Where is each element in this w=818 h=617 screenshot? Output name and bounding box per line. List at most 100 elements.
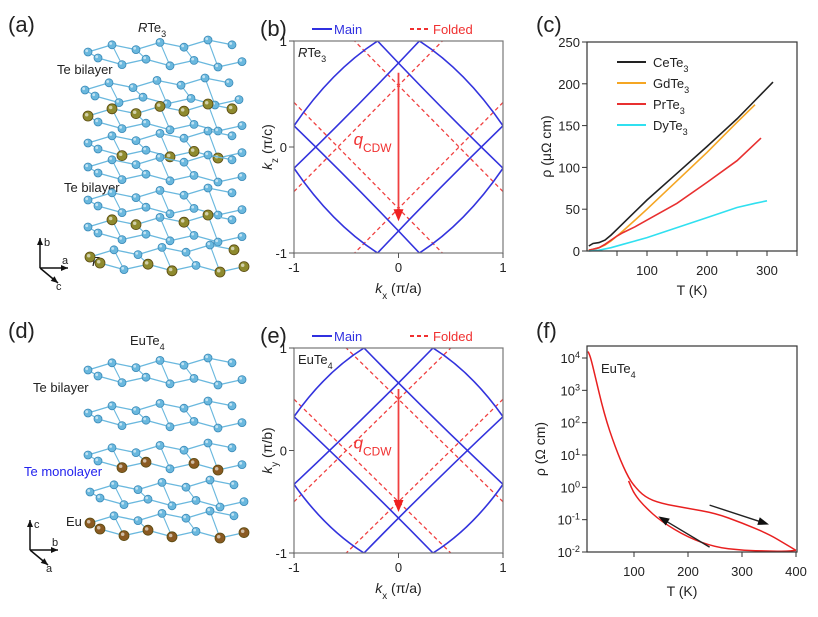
atom-highlight [229,217,233,220]
te-atom [107,358,117,368]
r-te-layer [82,98,247,136]
atom-highlight [231,482,235,485]
atom-highlight [135,517,139,521]
atom-highlight [239,376,243,380]
atom-highlight [109,445,113,448]
atom-highlight [193,497,197,501]
atom-highlight [191,172,195,176]
te-atom [165,379,175,389]
te-atom [157,477,167,487]
atom-highlight [95,230,99,234]
atom-highlight [86,253,91,258]
y-axis-label: kz (π/c) [259,124,281,170]
te-atom [203,353,213,363]
metal-atom [202,209,214,221]
te-atom [157,242,167,252]
te-atom [234,95,244,104]
atom-highlight [96,525,101,530]
metal-atom [202,98,214,110]
te-atom [85,487,95,497]
main-fermi-arc [294,483,365,553]
atom-highlight [167,381,171,384]
atom-highlight [95,416,99,420]
atom-highlight [157,130,161,134]
y-tick-label: 100 [558,160,580,175]
atom-highlight [204,100,209,105]
right-arrow-icon [51,547,58,553]
atom-highlight [85,410,89,414]
atom-highlight [106,80,110,83]
inset-title: RTe3 [298,45,326,64]
te-atom [155,398,165,408]
te-atom [165,236,175,246]
te-atom [131,363,141,373]
y-tick-label: -1 [275,246,287,261]
te-atom [237,172,247,182]
atom-highlight [157,214,161,218]
te-atom [155,152,165,162]
te-atom [200,73,210,83]
atom-highlight [239,206,243,210]
main-fermi-arc [418,41,503,127]
te-atom [237,232,247,242]
te-atom [191,495,201,505]
te-atom [176,80,186,90]
panel-label-b: (b) [260,16,287,41]
up-arrow-icon [37,238,43,245]
y-tick-label: 100 [560,479,580,495]
te-atom [131,193,141,203]
atom-highlight [121,266,125,270]
panel-label-f: (f) [536,318,557,343]
metal-atom [106,103,118,115]
x-axis-label: T (K) [677,282,708,298]
atom-highlight [85,49,89,53]
te-atom [213,380,223,390]
te-atom [80,85,90,95]
y-tick-label: 1 [280,34,287,49]
r-te-layer [83,126,247,164]
te-atom [141,415,151,425]
atom-highlight [143,171,147,175]
atom-highlight [193,262,197,266]
atom-highlight [215,239,219,243]
atom-highlight [239,122,243,126]
atom-highlight [133,161,137,165]
bond [207,187,219,216]
x-tick-label: -1 [288,260,300,275]
main-fermi-line [294,41,420,169]
atom-highlight [205,355,209,359]
te-atom [237,460,247,470]
x-tick-label: 300 [756,263,778,278]
te-layer [83,150,247,187]
legend-label-folded: Folded [433,22,473,37]
main-fermi-arc [432,483,503,553]
te-atom [83,408,93,418]
te-atom [83,222,93,232]
te-atom [141,169,151,179]
atom-highlight [109,157,113,160]
te-atom [141,372,151,382]
atom-highlight [140,94,144,98]
atom-highlight [119,209,123,213]
metal-atom [118,530,130,541]
te-atom [179,157,189,167]
main-fermi-line [294,348,434,485]
atom-highlight [159,479,163,483]
te-atom [93,144,103,154]
atom-highlight [109,133,113,136]
panel-label-a: (a) [8,12,35,37]
atom-highlight [143,147,147,151]
metal-atom [228,244,240,256]
up-arrow-icon [27,520,33,527]
te-bilayer-label: Te bilayer [57,62,113,77]
te-atom [117,60,127,69]
bond [207,400,219,429]
atom-highlight [111,247,115,250]
te-atom [203,126,213,136]
atom-highlight [97,495,101,499]
atom-highlight [216,268,221,273]
eu-te-layer [83,438,247,476]
atom-highlight [205,152,209,156]
atom-highlight [169,503,173,506]
te-atom [227,358,237,368]
